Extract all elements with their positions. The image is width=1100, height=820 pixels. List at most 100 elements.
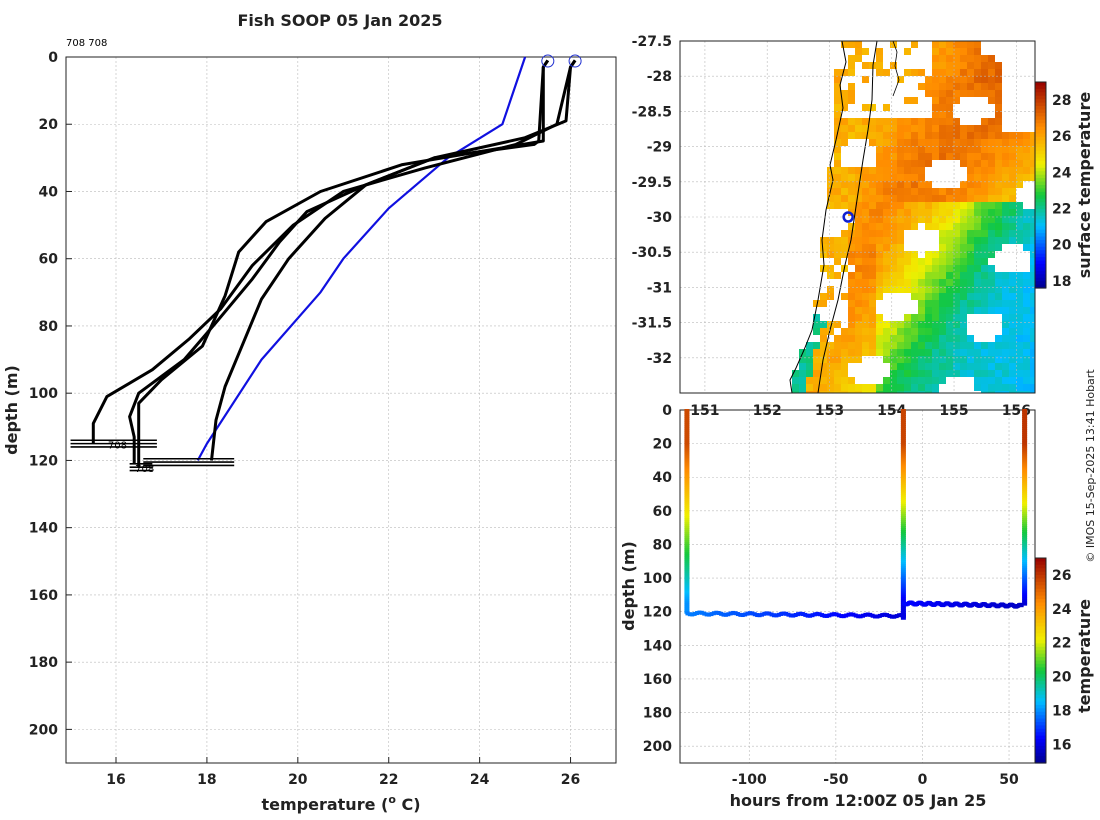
map-colorbar-segment bbox=[1035, 119, 1046, 124]
map-sst-cell bbox=[1009, 160, 1016, 167]
map-sst-cell bbox=[918, 307, 925, 314]
map-colorbar-segment bbox=[1035, 88, 1046, 93]
map-sst-cell bbox=[820, 370, 827, 377]
timeseries-cast-point bbox=[684, 525, 690, 529]
map-sst-cell bbox=[981, 216, 988, 223]
map-sst-cell bbox=[967, 342, 974, 349]
map-sst-cell bbox=[841, 139, 848, 146]
map-sst-cell bbox=[834, 146, 841, 153]
profile-y-tick-40: 40 bbox=[39, 184, 59, 200]
map-sst-cell bbox=[897, 139, 904, 146]
timeseries-cast-point bbox=[900, 517, 906, 521]
map-sst-cell bbox=[1016, 146, 1023, 153]
map-sst-cell bbox=[855, 118, 862, 125]
map-sst-cell bbox=[1009, 167, 1016, 174]
timeseries-colorbar-tick-16: 16 bbox=[1052, 737, 1071, 753]
map-y-tick-8: -31.5 bbox=[632, 316, 672, 332]
map-sst-cell bbox=[855, 279, 862, 286]
timeseries-cast-point bbox=[1022, 479, 1028, 483]
map-colorbar-segment bbox=[1035, 226, 1046, 231]
timeseries-cast-point bbox=[1022, 427, 1028, 431]
map-sst-cell bbox=[953, 307, 960, 314]
timeseries-colorbar-segment bbox=[1035, 742, 1046, 747]
map-sst-cell bbox=[890, 335, 897, 342]
timeseries-cast-point bbox=[1022, 507, 1028, 511]
map-sst-cell bbox=[995, 174, 1002, 181]
map-sst-cell bbox=[883, 160, 890, 167]
map-sst-cell bbox=[1009, 342, 1016, 349]
map-sst-cell bbox=[841, 356, 848, 363]
map-sst-cell bbox=[925, 335, 932, 342]
map-sst-cell bbox=[981, 342, 988, 349]
map-sst-cell bbox=[1016, 223, 1023, 230]
timeseries-series bbox=[684, 409, 1028, 620]
profile-x-tick-26: 26 bbox=[561, 772, 580, 788]
map-colorbar-segment bbox=[1035, 284, 1046, 289]
timeseries-cast-point bbox=[684, 463, 690, 467]
map-sst-cell bbox=[1016, 314, 1023, 321]
timeseries-cast-point bbox=[900, 463, 906, 467]
timeseries-cast-point bbox=[900, 548, 906, 552]
map-sst-cell bbox=[1023, 314, 1030, 321]
map-sst-cell bbox=[1002, 202, 1009, 209]
map-sst-cell bbox=[981, 174, 988, 181]
map-sst-cell bbox=[897, 76, 904, 83]
map-sst-cell bbox=[911, 132, 918, 139]
map-sst-cell bbox=[995, 146, 1002, 153]
map-sst-cell bbox=[953, 118, 960, 125]
map-sst-cell bbox=[953, 69, 960, 76]
map-sst-cell bbox=[918, 314, 925, 321]
map-sst-cell bbox=[974, 181, 981, 188]
map-sst-cell bbox=[960, 321, 967, 328]
map-sst-cell bbox=[883, 181, 890, 188]
map-sst-cell bbox=[799, 370, 806, 377]
map-sst-cell bbox=[876, 391, 883, 393]
map-sst-cell bbox=[883, 237, 890, 244]
map-sst-cell bbox=[995, 195, 1002, 202]
map-sst-cell bbox=[890, 160, 897, 167]
map-sst-cell bbox=[946, 216, 953, 223]
map-sst-cell bbox=[1023, 335, 1030, 342]
timeseries-cast-point bbox=[900, 451, 906, 455]
map-sst-cell bbox=[1002, 342, 1009, 349]
map-sst-cell bbox=[932, 188, 939, 195]
map-sst-cell bbox=[960, 69, 967, 76]
map-sst-cell bbox=[904, 328, 911, 335]
timeseries-cast-point bbox=[684, 497, 690, 501]
map-sst-cell bbox=[1009, 139, 1016, 146]
map-sst-cell bbox=[988, 216, 995, 223]
profile-line-label-1: 708 bbox=[135, 464, 154, 475]
map-colorbar-segment bbox=[1035, 82, 1046, 87]
timeseries-cast-point bbox=[684, 411, 690, 415]
map-sst-cell bbox=[855, 328, 862, 335]
map-sst-cell bbox=[876, 153, 883, 160]
map-sst-cell bbox=[946, 321, 953, 328]
map-sst-cell bbox=[862, 265, 869, 272]
timeseries-cast-point bbox=[684, 566, 690, 570]
timeseries-cast-point bbox=[684, 491, 690, 495]
map-sst-cell bbox=[869, 230, 876, 237]
map-sst-cell bbox=[904, 139, 911, 146]
map-sst-cell bbox=[834, 342, 841, 349]
map-sst-cell bbox=[960, 160, 967, 167]
map-sst-cell bbox=[1016, 356, 1023, 363]
map-sst-cell bbox=[1023, 342, 1030, 349]
map-sst-cell bbox=[862, 195, 869, 202]
map-sst-cell bbox=[855, 48, 862, 55]
map-sst-cell bbox=[939, 293, 946, 300]
timeseries-cast-point bbox=[684, 519, 690, 523]
map-sst-cell bbox=[960, 62, 967, 69]
map-sst-cell bbox=[911, 153, 918, 160]
map-sst-cell bbox=[897, 244, 904, 251]
map-sst-cell bbox=[862, 230, 869, 237]
timeseries-cast-point bbox=[900, 550, 906, 554]
map-sst-cell bbox=[1016, 391, 1023, 393]
timeseries-cast-point bbox=[900, 469, 906, 473]
map-sst-cell bbox=[911, 174, 918, 181]
map-sst-cell bbox=[946, 328, 953, 335]
timeseries-colorbar-segment bbox=[1035, 701, 1046, 706]
map-sst-cell bbox=[911, 349, 918, 356]
map-sst-cell bbox=[855, 391, 862, 393]
map-sst-cell bbox=[946, 104, 953, 111]
